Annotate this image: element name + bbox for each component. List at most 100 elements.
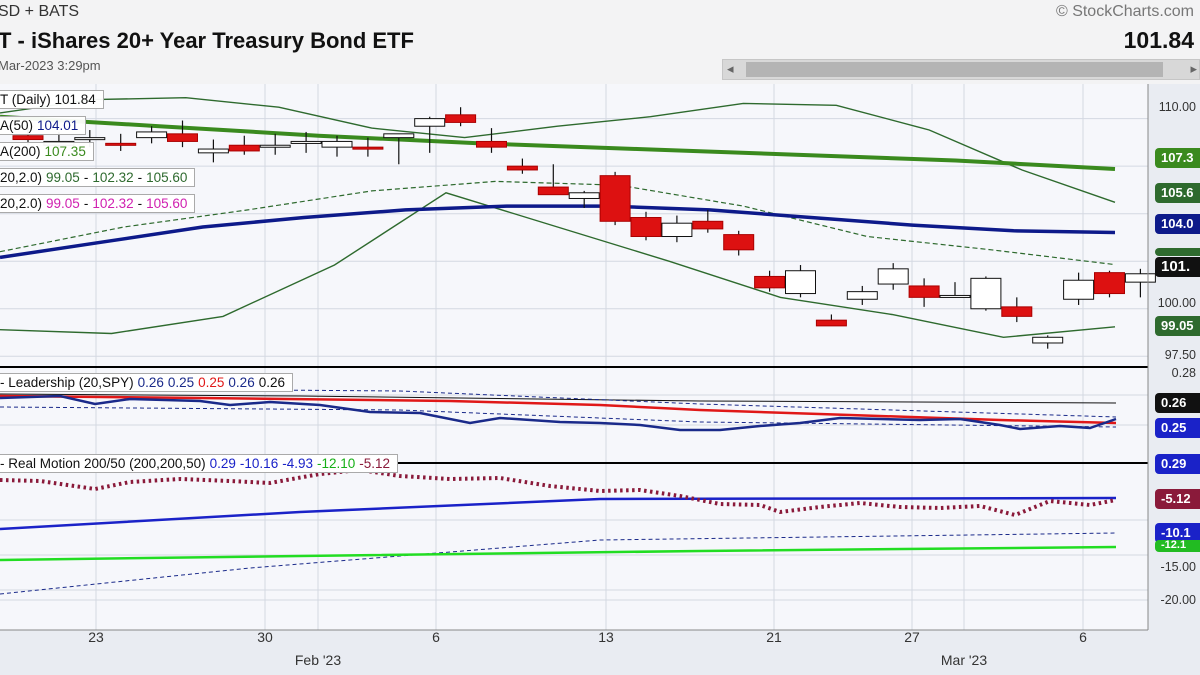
real-motion-v4: -12.10 bbox=[316, 456, 356, 471]
real-motion-label: - Real Motion 200/50 (200,200,50) bbox=[0, 456, 206, 471]
candle-body bbox=[537, 186, 569, 196]
x-axis-month-label: Feb '23 bbox=[294, 652, 342, 668]
leadership-red-line bbox=[0, 394, 1117, 425]
sma50-price-badge: 104.0 bbox=[1155, 214, 1200, 234]
legend-bb2-upper: 105.60 bbox=[146, 196, 188, 211]
candle-body bbox=[846, 291, 878, 300]
scroll-left-icon[interactable]: ◂ bbox=[727, 61, 734, 76]
x-axis-day-label: 6 bbox=[432, 629, 440, 645]
real-motion-badge-dots: -5.12 bbox=[1155, 489, 1200, 509]
candle-body bbox=[383, 133, 415, 139]
bb-lower-line bbox=[0, 192, 1116, 339]
price-axis-tick: 110.00 bbox=[1158, 100, 1196, 114]
x-axis-day-label: 30 bbox=[257, 629, 273, 645]
candle-body bbox=[599, 175, 631, 222]
candle-body bbox=[1001, 306, 1033, 317]
real-motion-badge-green: -12.1 bbox=[1155, 540, 1200, 552]
scrollbar-thumb[interactable] bbox=[746, 62, 1163, 77]
candle-body bbox=[692, 220, 724, 230]
leadership-label: - Leadership (20,SPY) bbox=[0, 375, 134, 390]
real-motion-dotted-line bbox=[0, 467, 1117, 518]
candle-body bbox=[74, 137, 106, 141]
legend-bb2-mid: 102.32 bbox=[92, 196, 134, 211]
legend-bb1-upper: 105.60 bbox=[146, 170, 188, 185]
candle-body bbox=[12, 135, 44, 141]
chart-title: T - iShares 20+ Year Treasury Bond ETF bbox=[0, 28, 414, 53]
leadership-badge-blue: 0.25 bbox=[1155, 418, 1200, 438]
candle-body bbox=[630, 216, 662, 238]
candle-body bbox=[321, 140, 353, 148]
copyright-label: © StockCharts.com bbox=[1055, 3, 1194, 20]
candle-body bbox=[815, 319, 847, 327]
real-motion-v1: 0.29 bbox=[209, 456, 236, 471]
scroll-right-icon[interactable]: ▸ bbox=[1190, 61, 1197, 76]
candle-body bbox=[259, 144, 291, 148]
legend-bb2-label: 20,2.0) bbox=[0, 196, 43, 211]
legend-bb1-mid: 102.32 bbox=[92, 170, 134, 185]
x-axis-day-label: 21 bbox=[766, 629, 782, 645]
legend-sep: - bbox=[83, 196, 89, 211]
bb-upper-line bbox=[0, 96, 1116, 203]
real-motion-green-line bbox=[0, 545, 1117, 562]
leadership-v5: 0.26 bbox=[258, 375, 285, 390]
x-axis-day-label: 6 bbox=[1079, 629, 1087, 645]
x-axis-month-label: Mar '23 bbox=[940, 652, 988, 668]
candle-body bbox=[228, 144, 260, 152]
legend-sep: - bbox=[83, 170, 89, 185]
real-motion-badge-blue: 0.29 bbox=[1155, 454, 1200, 474]
real-motion-sma-line bbox=[0, 496, 1117, 531]
candle-body bbox=[105, 142, 137, 146]
price-axis-tick: 100.00 bbox=[1157, 296, 1196, 310]
candle-body bbox=[661, 222, 693, 238]
indicator-panels bbox=[0, 387, 1117, 595]
chart-scrollbar[interactable]: ◂ ▸ bbox=[722, 59, 1200, 80]
legend-bb1-label: 20,2.0) bbox=[0, 170, 43, 185]
bb-upper-price-badge: 105.6 bbox=[1155, 183, 1200, 203]
x-axis-day-label: 27 bbox=[904, 629, 920, 645]
legend-bb1-lower: 99.05 bbox=[46, 170, 80, 185]
candle-body bbox=[970, 277, 1002, 310]
candle-body bbox=[785, 270, 816, 295]
legend-sma50-label: A(50) bbox=[0, 118, 34, 133]
candle-body bbox=[723, 234, 755, 251]
candle-body bbox=[877, 268, 909, 285]
legend-sma50-value: 104.01 bbox=[37, 118, 79, 133]
real-motion-axis-tick: -15.00 bbox=[1160, 560, 1196, 574]
candle-body bbox=[506, 165, 538, 171]
price-overlays bbox=[0, 96, 1116, 339]
candle-body bbox=[414, 118, 446, 127]
candle-body bbox=[290, 140, 322, 144]
real-motion-v3: -4.93 bbox=[282, 456, 313, 471]
legend-sma200-label: A(200) bbox=[0, 144, 41, 159]
candle-body bbox=[568, 192, 600, 199]
price-axis-tick: 97.50 bbox=[1164, 348, 1196, 362]
candle-body bbox=[197, 148, 229, 154]
legend-daily-label: T (Daily) 101.84 bbox=[0, 92, 96, 107]
candle-body bbox=[476, 140, 507, 148]
candle-body bbox=[1094, 272, 1125, 295]
bb-mid-price-badge bbox=[1155, 248, 1200, 256]
exchange-label: SD + BATS bbox=[0, 3, 80, 20]
sma200-line bbox=[0, 114, 1116, 171]
legend-sep: - bbox=[137, 170, 143, 185]
legend-sma200: A(200) 107.35 bbox=[0, 142, 94, 161]
leadership-v4: 0.26 bbox=[228, 375, 255, 390]
leadership-blue-line bbox=[0, 394, 1117, 432]
legend-sma200-value: 107.35 bbox=[44, 144, 86, 159]
real-motion-v5: -5.12 bbox=[359, 456, 391, 471]
candle-body bbox=[1032, 336, 1064, 344]
leadership-badge-black: 0.26 bbox=[1155, 393, 1200, 413]
bb-mid-line bbox=[0, 180, 1116, 266]
x-axis-day-label: 23 bbox=[88, 629, 104, 645]
candlesticks bbox=[12, 107, 1156, 349]
legend-real-motion: - Real Motion 200/50 (200,200,50) 0.29 -10… bbox=[0, 454, 399, 473]
candle-body bbox=[445, 114, 477, 123]
legend-sma50: A(50) 104.01 bbox=[0, 116, 87, 135]
sma200-price-badge: 107.3 bbox=[1155, 148, 1200, 168]
legend-sep: - bbox=[137, 196, 143, 211]
candle-body bbox=[908, 285, 940, 298]
sma50-line bbox=[0, 204, 1116, 260]
candle-body bbox=[939, 294, 971, 298]
horizontal-gridlines bbox=[0, 118, 1148, 601]
